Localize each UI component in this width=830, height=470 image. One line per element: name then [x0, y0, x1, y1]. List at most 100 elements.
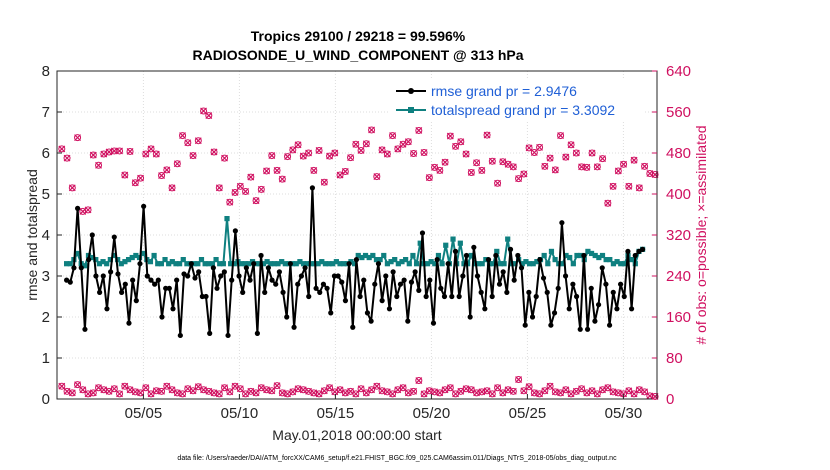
obs-count-upper-possible-circle — [289, 146, 297, 154]
obs-count-upper-possible-circle — [273, 166, 281, 174]
obs-count-upper-assimilated-cross — [257, 185, 265, 193]
obs-count-upper-marker — [352, 140, 360, 148]
rmse-point — [548, 322, 554, 328]
obs-count-upper-marker — [278, 175, 286, 183]
y-right-tick-label: 320 — [666, 227, 691, 244]
rmse-point — [584, 326, 591, 332]
obs-count-lower-marker — [530, 389, 538, 397]
obs-count-lower-assimilated-cross — [347, 387, 354, 395]
totalspread-point — [410, 252, 416, 259]
obs-count-upper-possible-circle — [247, 173, 255, 181]
rmse-point — [306, 293, 312, 300]
obs-count-lower-assimilated-cross — [389, 390, 396, 398]
totalspread-point — [162, 257, 168, 263]
obs-count-upper-marker — [362, 140, 370, 148]
totalspread-point — [180, 257, 186, 263]
obs-count-upper-assimilated-cross — [441, 158, 449, 166]
y-left-tick-label: 5 — [42, 186, 50, 203]
rmse-point — [496, 281, 503, 287]
totalspread-point — [260, 261, 267, 267]
obs-count-upper-assimilated-cross — [137, 174, 144, 182]
obs-count-upper-possible-circle — [184, 139, 192, 147]
rmse-point — [295, 281, 301, 287]
obs-count-upper-marker — [341, 167, 349, 175]
obs-count-lower-assimilated-cross — [368, 386, 375, 394]
obs-count-upper-assimilated-cross — [446, 132, 454, 140]
rmse-point — [529, 314, 536, 320]
obs-count-lower-assimilated-cross — [278, 389, 286, 397]
obs-count-upper-possible-circle — [263, 167, 271, 175]
obs-count-lower-assimilated-cross — [110, 385, 118, 393]
obs-count-upper-marker — [368, 126, 376, 134]
obs-count-upper-marker — [625, 182, 633, 190]
obs-count-upper-assimilated-cross — [236, 182, 244, 190]
rmse-point — [243, 265, 249, 271]
obs-count-lower-assimilated-cross — [95, 384, 102, 392]
obs-count-upper-marker — [116, 147, 124, 155]
rmse-point — [606, 322, 613, 328]
rmse-point — [592, 318, 598, 324]
totalspread-point — [392, 257, 398, 263]
rmse-point — [262, 289, 268, 295]
obs-count-lower-assimilated-cross — [635, 386, 643, 394]
totalspread-point — [559, 261, 565, 267]
obs-count-upper-possible-circle — [368, 126, 376, 134]
rmse-point — [89, 232, 95, 238]
plot-area — [56, 70, 659, 400]
totalspread-point — [319, 259, 325, 265]
obs-count-upper-assimilated-cross — [609, 182, 617, 190]
obs-count-lower-assimilated-cross — [410, 387, 417, 395]
obs-count-upper-marker — [236, 182, 244, 190]
obs-count-upper-marker — [58, 145, 66, 153]
data-file-footnote: data file: /Users/raeder/DAI/ATM_forcXX/… — [177, 455, 617, 462]
totalspread-point — [435, 252, 442, 259]
rmse-point — [86, 257, 92, 263]
obs-count-upper-possible-circle — [509, 163, 517, 171]
obs-count-lower-possible-circle — [58, 382, 66, 390]
totalspread-point — [424, 261, 431, 267]
obs-count-lower-series — [58, 376, 659, 400]
obs-count-lower-marker — [578, 385, 586, 393]
totalspread-point — [545, 261, 551, 267]
obs-count-upper-possible-circle — [635, 184, 643, 192]
obs-count-upper-assimilated-cross — [415, 127, 423, 134]
obs-count-upper-possible-circle — [515, 175, 523, 183]
x-tick-label: 05/10 — [221, 405, 259, 422]
totalspread-point — [279, 259, 285, 265]
obs-count-upper-assimilated-cross — [200, 107, 207, 115]
obs-count-lower-marker — [226, 388, 234, 396]
rmse-point — [533, 293, 539, 300]
rmse-point — [247, 277, 253, 283]
obs-count-upper-marker — [221, 154, 229, 162]
obs-count-upper-marker — [247, 173, 255, 181]
obs-count-upper-assimilated-cross — [336, 171, 344, 179]
obs-count-upper-marker — [599, 155, 607, 163]
totalspread-point — [530, 261, 536, 267]
obs-count-upper-marker — [152, 150, 160, 158]
rmse-point — [610, 289, 616, 295]
obs-count-upper-marker — [95, 161, 103, 169]
totalspread-point — [242, 261, 248, 267]
obs-count-upper-marker — [189, 152, 197, 160]
rmse-point — [408, 279, 415, 285]
obs-count-lower-marker — [163, 382, 171, 390]
obs-count-upper-marker — [84, 206, 92, 214]
obs-count-lower-marker — [630, 390, 638, 398]
rmse-point — [632, 252, 638, 259]
obs-count-lower-marker — [446, 384, 454, 392]
totalspread-point — [238, 261, 245, 267]
obs-count-upper-possible-circle — [483, 131, 491, 139]
rmse-point — [225, 332, 231, 339]
obs-count-upper-possible-circle — [194, 137, 202, 145]
totalspread-point — [432, 261, 438, 267]
totalspread-point — [443, 242, 449, 248]
obs-count-upper-assimilated-cross — [614, 167, 622, 175]
obs-count-lower-possible-circle — [593, 390, 601, 398]
rmse-point — [449, 293, 455, 300]
obs-count-lower-assimilated-cross — [462, 385, 470, 393]
y-right-tick-label: 480 — [666, 145, 691, 162]
obs-count-lower-assimilated-cross — [68, 389, 76, 397]
obs-count-upper-assimilated-cross — [221, 154, 228, 162]
obs-count-lower-assimilated-cross — [257, 384, 265, 392]
obs-count-lower-assimilated-cross — [116, 390, 123, 398]
